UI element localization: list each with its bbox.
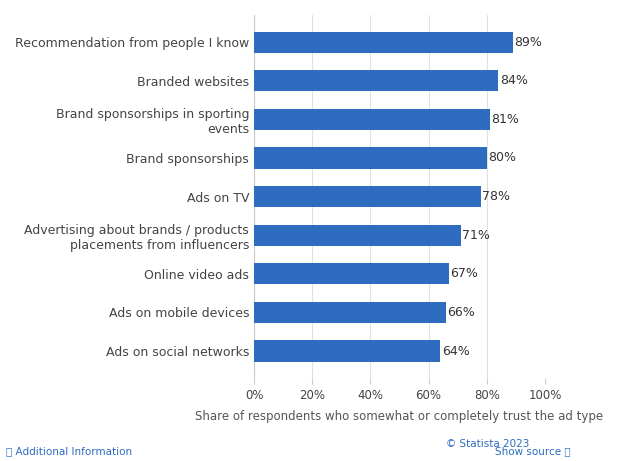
Text: 71%: 71% [462, 229, 490, 242]
Text: 84%: 84% [500, 74, 528, 87]
Bar [254, 148, 487, 169]
Bar [254, 225, 461, 246]
Bar [254, 109, 490, 130]
Text: ⓘ Additional Information: ⓘ Additional Information [6, 446, 132, 456]
Bar [254, 302, 446, 323]
Bar [254, 70, 498, 91]
X-axis label: Share of respondents who somewhat or completely trust the ad type: Share of respondents who somewhat or com… [195, 410, 604, 423]
Text: 66%: 66% [448, 306, 476, 319]
Text: 67%: 67% [450, 267, 478, 280]
Bar [254, 263, 449, 284]
Text: 89%: 89% [515, 35, 542, 48]
Bar [254, 341, 440, 362]
Text: 64%: 64% [441, 344, 469, 358]
Bar [254, 186, 481, 207]
Text: © Statista 2023: © Statista 2023 [446, 439, 529, 449]
Text: 81%: 81% [491, 113, 519, 126]
Text: 80%: 80% [488, 152, 516, 165]
Text: Show source ⓘ: Show source ⓘ [495, 446, 570, 456]
Bar [254, 31, 513, 53]
Text: 78%: 78% [482, 190, 510, 203]
